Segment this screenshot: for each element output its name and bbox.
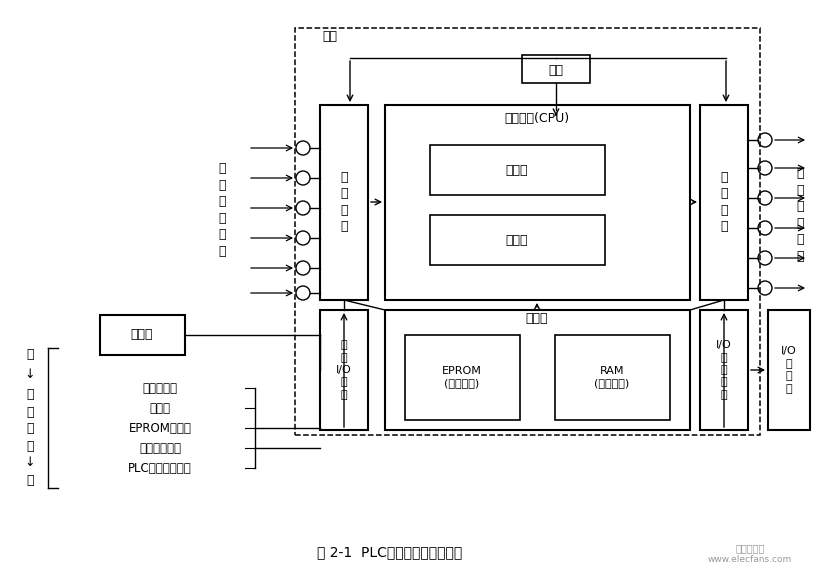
Text: 电源: 电源 — [549, 63, 564, 77]
FancyBboxPatch shape — [385, 310, 690, 430]
FancyBboxPatch shape — [700, 310, 748, 430]
Text: 主机: 主机 — [322, 30, 338, 42]
FancyBboxPatch shape — [700, 105, 748, 300]
Text: I/O
扩
展
接
口: I/O 扩 展 接 口 — [716, 340, 732, 400]
Text: ↓: ↓ — [25, 456, 35, 470]
Text: 用
户
输
出
设
备: 用 户 输 出 设 备 — [796, 167, 804, 263]
Text: 一: 一 — [26, 474, 34, 487]
Text: 外
设
I/O
接
口: 外 设 I/O 接 口 — [336, 340, 352, 400]
Text: EPROM写人器: EPROM写人器 — [128, 422, 191, 435]
FancyBboxPatch shape — [555, 335, 670, 420]
FancyBboxPatch shape — [295, 28, 760, 435]
Text: 外: 外 — [26, 388, 34, 402]
Text: I/O
扩
展
机: I/O 扩 展 机 — [781, 347, 797, 394]
Text: 控制器: 控制器 — [506, 233, 528, 247]
Text: PLC或上位计算机: PLC或上位计算机 — [128, 462, 192, 475]
Text: 电子发烧友: 电子发烧友 — [735, 543, 765, 553]
Text: www.elecfans.com: www.elecfans.com — [708, 555, 792, 565]
Text: 盒式磁带机: 盒式磁带机 — [142, 382, 178, 395]
Text: EPROM
(系统程序): EPROM (系统程序) — [442, 366, 482, 388]
Text: 部: 部 — [26, 406, 34, 419]
Text: 图 2-1  PLC硬件系统的简化框图: 图 2-1 PLC硬件系统的简化框图 — [317, 545, 463, 559]
Text: 运算器: 运算器 — [506, 164, 528, 177]
Text: 用
户
输
入
设
备: 用 户 输 入 设 备 — [218, 162, 226, 258]
FancyBboxPatch shape — [405, 335, 520, 420]
FancyBboxPatch shape — [320, 105, 368, 300]
Text: 输
入
单
元: 输 入 单 元 — [340, 171, 348, 233]
Text: 编程器: 编程器 — [131, 328, 153, 341]
Text: 备: 备 — [26, 439, 34, 452]
FancyBboxPatch shape — [522, 55, 590, 83]
FancyBboxPatch shape — [320, 310, 368, 430]
FancyBboxPatch shape — [430, 145, 605, 195]
Text: RAM
(用户程序): RAM (用户程序) — [595, 366, 630, 388]
FancyBboxPatch shape — [385, 105, 690, 300]
Text: 设: 设 — [26, 423, 34, 435]
Text: 输
出
单
元: 输 出 单 元 — [721, 171, 728, 233]
Text: 一: 一 — [26, 348, 34, 362]
Text: ↓: ↓ — [25, 368, 35, 382]
Text: 存贮器: 存贮器 — [526, 312, 548, 324]
FancyBboxPatch shape — [768, 310, 810, 430]
Text: 微处理器(CPU): 微处理器(CPU) — [505, 112, 569, 125]
Text: 打印机: 打印机 — [150, 402, 170, 415]
FancyBboxPatch shape — [100, 315, 185, 355]
FancyBboxPatch shape — [430, 215, 605, 265]
Text: 图形监控系统: 图形监控系统 — [139, 442, 181, 455]
